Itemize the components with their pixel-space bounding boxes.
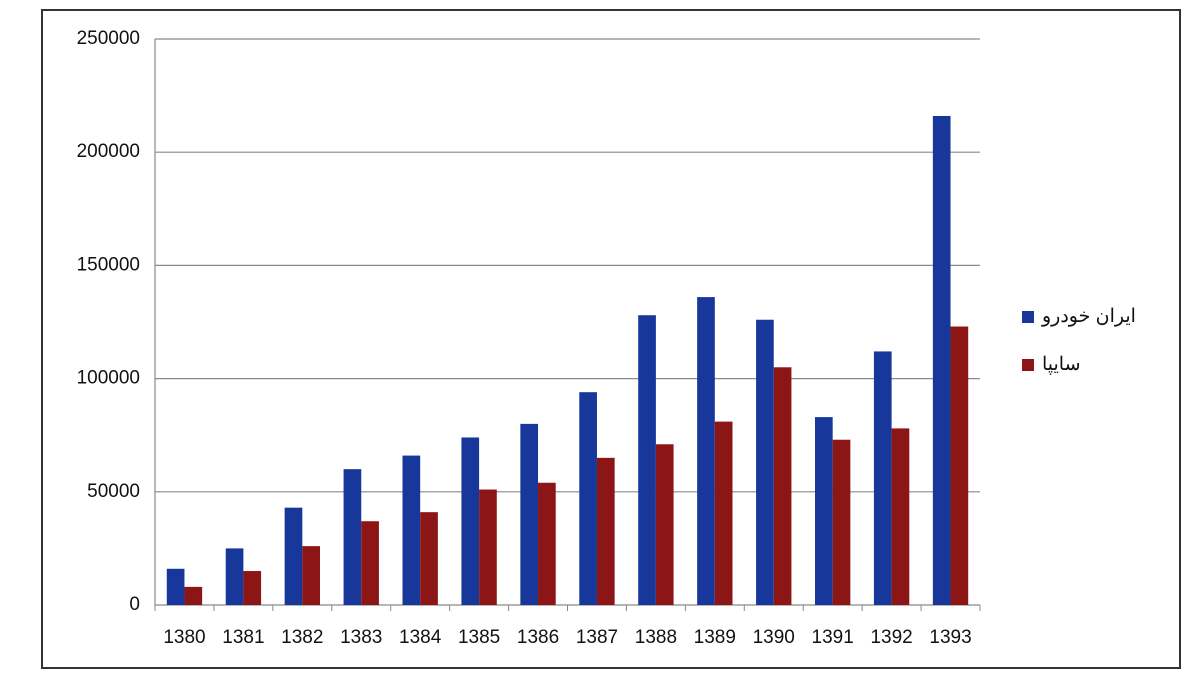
legend-label: ایران خودرو bbox=[1041, 306, 1136, 327]
bar bbox=[596, 457, 615, 605]
bar bbox=[343, 469, 362, 605]
legend-swatch bbox=[1022, 359, 1034, 371]
bar bbox=[361, 521, 379, 605]
bar bbox=[402, 455, 421, 605]
bar bbox=[538, 482, 556, 605]
legend-swatch bbox=[1022, 311, 1034, 323]
y-tick-label: 250000 bbox=[77, 28, 140, 49]
x-tick-label: 1393 bbox=[929, 627, 971, 648]
bar bbox=[773, 367, 792, 605]
y-tick-label: 100000 bbox=[77, 368, 140, 389]
bar bbox=[579, 392, 597, 605]
x-tick-label: 1385 bbox=[458, 627, 500, 648]
x-tick-label: 1389 bbox=[694, 627, 736, 648]
y-tick-label: 50000 bbox=[87, 481, 140, 502]
bar bbox=[520, 423, 539, 605]
bar bbox=[873, 351, 892, 605]
bar bbox=[655, 444, 674, 605]
bar bbox=[950, 326, 969, 605]
bar bbox=[302, 546, 320, 605]
x-tick-label: 1392 bbox=[870, 627, 912, 648]
x-tick-label: 1388 bbox=[635, 627, 677, 648]
bar bbox=[815, 417, 833, 605]
bar bbox=[714, 421, 733, 605]
chart-frame bbox=[41, 9, 1181, 669]
bar bbox=[461, 437, 480, 605]
bar bbox=[284, 507, 303, 605]
x-tick-label: 1380 bbox=[163, 627, 205, 648]
bar bbox=[697, 297, 715, 605]
y-tick-label: 0 bbox=[129, 594, 140, 615]
x-tick-label: 1387 bbox=[576, 627, 618, 648]
x-tick-label: 1382 bbox=[281, 627, 323, 648]
x-tick-label: 1381 bbox=[222, 627, 264, 648]
y-tick-label: 150000 bbox=[77, 254, 140, 275]
bar bbox=[891, 428, 910, 605]
bar bbox=[184, 586, 203, 605]
bar bbox=[243, 571, 262, 605]
x-tick-label: 1391 bbox=[812, 627, 854, 648]
bar bbox=[638, 315, 656, 605]
bar bbox=[756, 319, 774, 605]
bar bbox=[225, 548, 244, 605]
bar bbox=[420, 512, 438, 605]
bar bbox=[932, 115, 951, 605]
x-tick-label: 1383 bbox=[340, 627, 382, 648]
bar bbox=[166, 568, 185, 605]
legend-label: سایپا bbox=[1042, 354, 1081, 375]
x-tick-label: 1386 bbox=[517, 627, 559, 648]
bar bbox=[832, 439, 851, 605]
x-tick-label: 1384 bbox=[399, 627, 442, 648]
bar bbox=[479, 489, 497, 605]
x-tick-label: 1390 bbox=[753, 627, 795, 648]
y-tick-label: 200000 bbox=[77, 141, 140, 162]
